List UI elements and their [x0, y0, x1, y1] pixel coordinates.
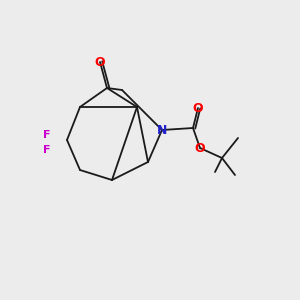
Text: O: O — [195, 142, 205, 154]
Text: N: N — [157, 124, 167, 136]
Text: F: F — [43, 145, 51, 155]
Text: O: O — [193, 101, 203, 115]
Text: F: F — [43, 130, 51, 140]
Text: O: O — [95, 56, 105, 68]
